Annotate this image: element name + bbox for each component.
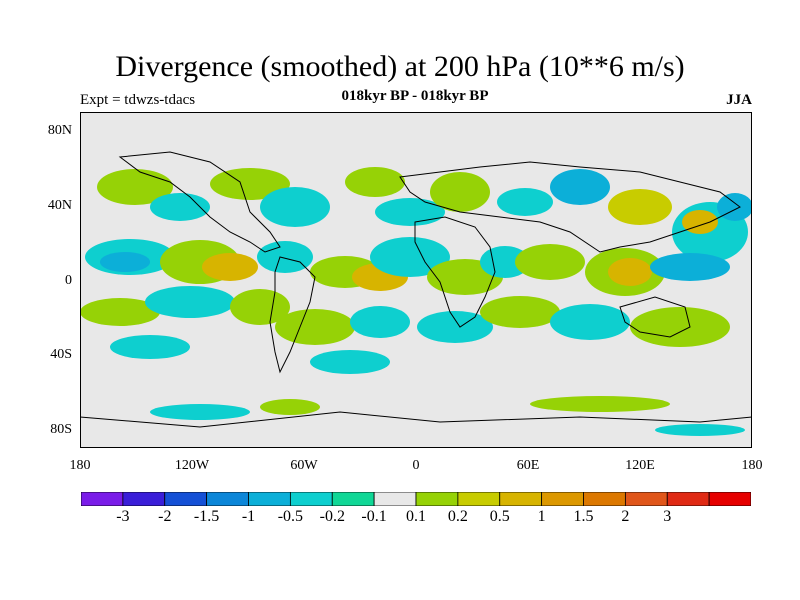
colorbar-label: 1 [537,508,546,525]
colorbar-label: -0.1 [361,508,387,525]
colorbar-box [331,492,375,506]
colorbar-box [122,492,166,506]
colorbar-box [248,492,291,506]
lat-label-0: 0 [65,273,72,288]
colorbar-label: -0.2 [319,508,345,525]
experiment-label: Expt = tdwzs-tdacs [80,92,196,108]
colorbar-label: -2 [158,508,172,525]
colorbar-label: 0.5 [489,508,510,525]
colorbar-box [624,492,668,506]
colorbar-label: -3 [116,508,130,525]
colorbar-box [583,492,626,506]
colorbar-label: -1 [241,508,256,525]
lat-label-80n: 80N [47,123,72,138]
colorbar-box [373,492,417,506]
colorbar-box [206,492,249,506]
lon-label-120w: 120W [174,458,210,473]
colorbar-label: -1.5 [193,508,220,525]
colorbar-box [164,492,208,506]
colorbar-label: 0.2 [447,508,468,525]
lon-label-180e: 180 [741,458,763,473]
lat-label-40s: 40S [50,347,72,362]
colorbar-box [289,492,333,506]
coastlines [80,151,752,428]
lon-label-60e: 60E [516,458,540,473]
colorbar-box [81,492,124,506]
colorbar-box [541,492,584,506]
colorbar [81,492,751,506]
colorbar-label: 2 [621,508,630,525]
colorbar-boxes [81,492,751,506]
lat-label-80s: 80S [50,422,72,437]
colorbar-label: 3 [663,508,672,525]
colorbar-label: 1.5 [573,508,594,525]
lon-label-180w: 180 [69,458,91,473]
lon-label-0: 0 [412,458,420,473]
divergence-contours [80,167,752,436]
lon-label-120e: 120E [625,458,655,473]
period-subtitle: 018kyr BP - 018kyr BP [341,88,489,104]
lon-label-60w: 60W [290,458,318,473]
colorbar-box [708,492,751,506]
colorbar-label: 0.1 [406,508,426,525]
colorbar-box [415,492,459,506]
colorbar-box [457,492,501,506]
lat-label-40n: 40N [47,198,72,213]
colorbar-label: -0.5 [277,508,304,525]
season-label: JJA [726,92,752,108]
colorbar-box [499,492,543,506]
plot-title: Divergence (smoothed) at 200 hPa (10**6 … [115,50,685,83]
divergence-map [80,112,752,448]
colorbar-box [666,492,710,506]
